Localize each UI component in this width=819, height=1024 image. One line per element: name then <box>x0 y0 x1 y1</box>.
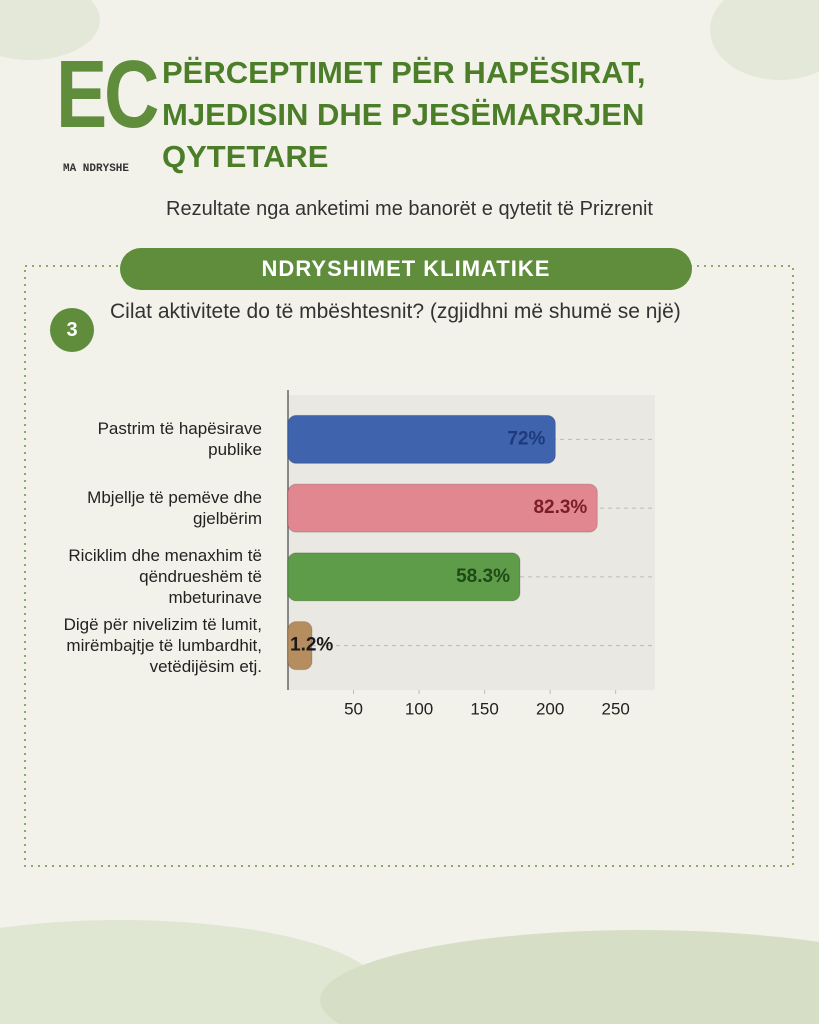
section-banner <box>120 248 692 290</box>
value-label: 72% <box>507 428 545 449</box>
number-badge <box>50 308 94 352</box>
value-label: 1.2% <box>290 635 333 656</box>
category-label: Mbjellje të pemëve dhe gjelbërim <box>87 488 262 529</box>
question-number: 3 <box>66 319 78 341</box>
x-tick-label: 50 <box>344 699 363 718</box>
logo-subtitle: MA NDRYSHE <box>62 163 129 175</box>
bar <box>287 621 313 671</box>
category-label: Riciklim dhe menaxhim të qëndrueshëm të … <box>68 546 262 608</box>
subtitle: Rezultate nga anketimi me banorët e qyte… <box>166 198 653 220</box>
category-label: Digë për nivelizim të lumit, mirëmbajtje… <box>63 615 262 677</box>
x-tick-label: 250 <box>601 699 629 718</box>
x-tick-label: 200 <box>536 699 564 718</box>
question-text: Cilat aktivitete do të mbështesnit? (zgj… <box>110 300 681 323</box>
title: PËRCEPTIMET PËR HAPËSIRAT, MJEDISIN DHE … <box>162 55 646 174</box>
x-tick-label: 150 <box>470 699 498 718</box>
section-title: NDRYSHIMET KLIMATIKE <box>261 256 551 281</box>
value-label: 58.3% <box>456 566 510 587</box>
value-label: 82.3% <box>533 497 587 518</box>
bar <box>287 414 556 464</box>
bar <box>287 483 598 533</box>
x-tick-label: 100 <box>405 699 433 718</box>
category-label: Pastrim të hapësirave publike <box>97 419 262 460</box>
bar <box>287 552 521 602</box>
